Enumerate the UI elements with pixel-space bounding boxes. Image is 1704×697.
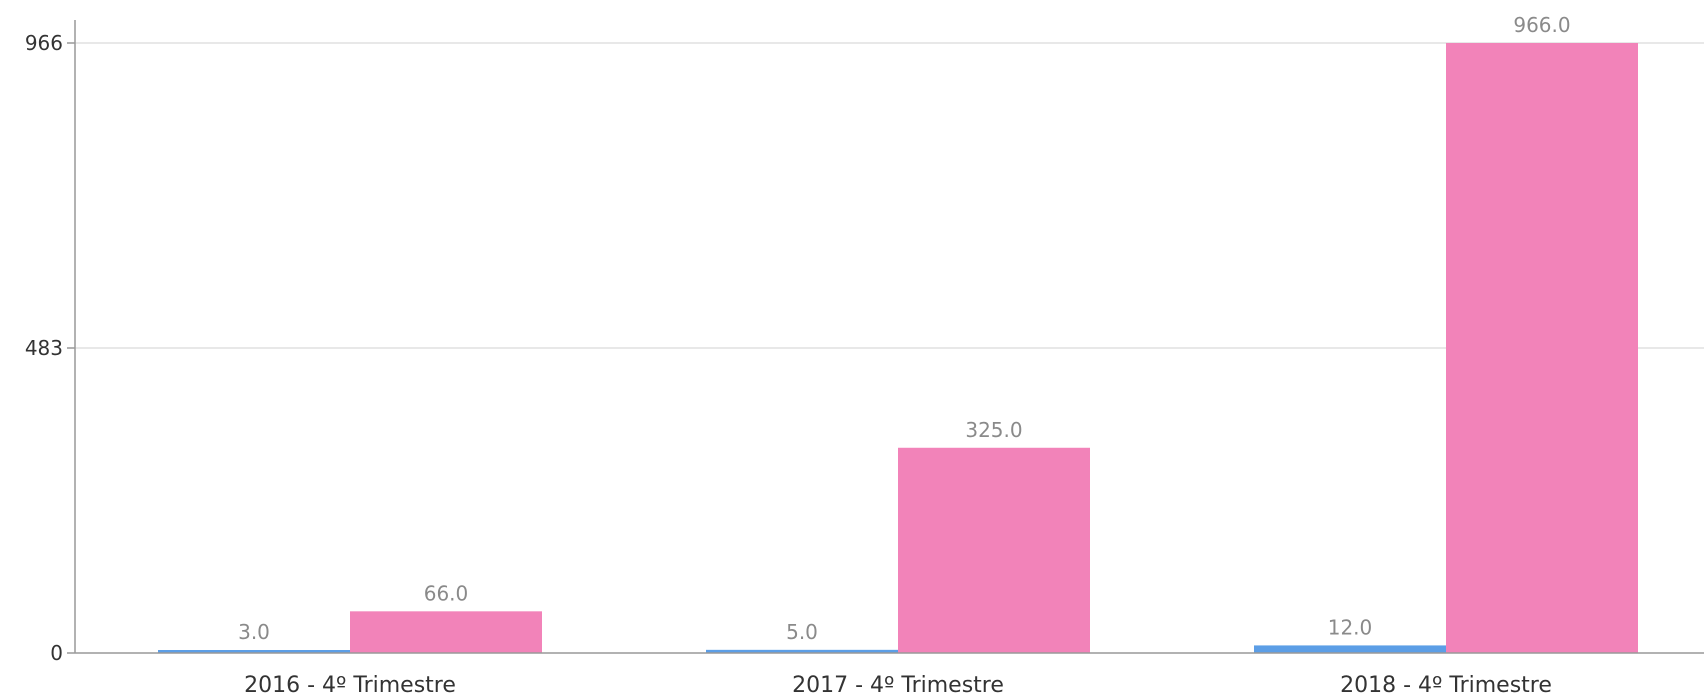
data-label: 3.0: [238, 620, 270, 644]
x-category-label: 2016 - 4º Trimestre: [244, 673, 456, 697]
data-label: 325.0: [965, 418, 1022, 442]
bar: [898, 447, 1090, 653]
bar: [1446, 43, 1638, 653]
bar: [706, 649, 898, 653]
data-label: 5.0: [786, 620, 818, 644]
y-tick-label: 483: [25, 336, 63, 360]
y-tick-label: 0: [50, 641, 63, 665]
y-tick-label: 966: [25, 31, 63, 55]
bar: [158, 650, 350, 653]
x-category-label: 2018 - 4º Trimestre: [1340, 673, 1552, 697]
data-label: 966.0: [1513, 13, 1570, 37]
bar: [1254, 645, 1446, 653]
data-label: 12.0: [1328, 615, 1373, 639]
x-category-label: 2017 - 4º Trimestre: [792, 673, 1004, 697]
bar: [350, 611, 542, 653]
data-label: 66.0: [424, 581, 469, 605]
